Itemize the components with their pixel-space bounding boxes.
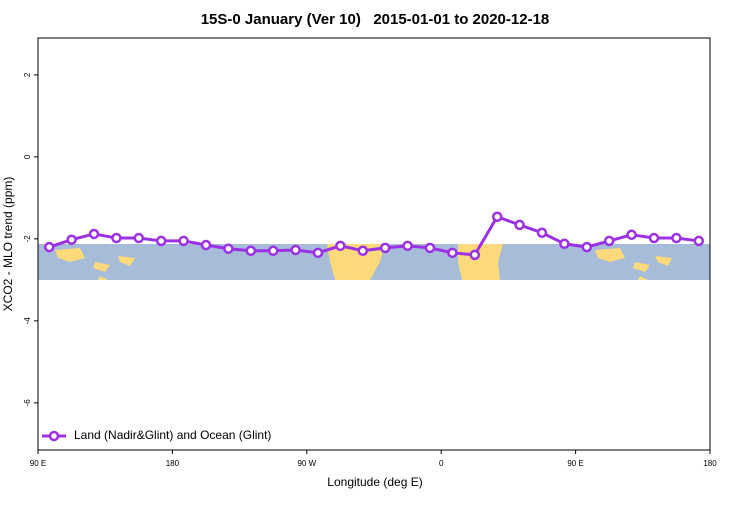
point [312,247,324,259]
x-tick-label: 180 [166,459,180,468]
point [491,211,503,222]
y-axis-label: XCO2 - MLO trend (ppm) [1,177,15,312]
point [603,235,615,247]
point [514,219,525,231]
point [671,232,682,244]
point [133,232,145,244]
point [648,232,660,244]
point [626,229,637,241]
point [335,240,346,252]
point [200,239,212,251]
point [424,242,436,254]
point [66,234,77,245]
chart-title: 15S-0 January (Ver 10) 2015-01-01 to 202… [201,11,550,28]
x-tick-label: 0 [439,459,444,468]
x-tick-label: 180 [703,459,717,468]
legend-label: Land (Nadir&Glint) and Ocean (Glint) [74,428,271,442]
legend-marker [48,430,60,442]
point [245,245,257,257]
point [379,242,391,254]
point [88,228,100,240]
point [536,227,548,238]
y-tick-label: 0 [23,154,32,159]
x-tick-label: 90 W [297,459,316,468]
y-tick-label: -6 [23,399,32,407]
x-axis-label: Longitude (deg E) [327,475,422,489]
point [223,243,234,254]
y-tick-label: -2 [23,235,32,243]
point [290,244,301,256]
point [178,235,189,247]
plot-frame [37,37,711,451]
point [469,249,481,261]
y-tick-label: -4 [23,317,32,325]
point [357,245,369,257]
point [43,241,55,253]
point [693,235,705,247]
x-tick-label: 90 E [567,459,583,468]
point [447,247,458,259]
point [402,240,413,252]
point [559,238,570,250]
x-tick-label: 90 E [30,459,46,468]
point [111,232,122,244]
point [267,245,279,257]
point [581,241,593,253]
point [155,235,167,247]
y-tick-label: 2 [23,72,32,77]
